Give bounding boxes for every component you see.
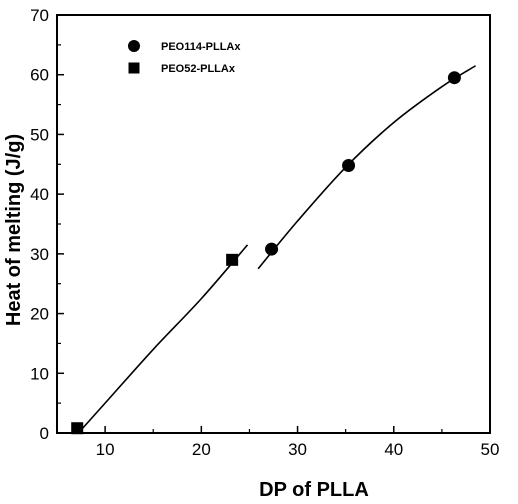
y-tick-label: 0: [40, 424, 49, 443]
points-layer: [71, 71, 461, 435]
legend-label: PEO52-PLLAx: [161, 63, 236, 75]
x-tick-label: 50: [481, 440, 500, 459]
y-tick-label: 10: [30, 364, 49, 383]
x-tick-label: 40: [384, 440, 403, 459]
legend: PEO114-PLLAx PEO52-PLLAx: [128, 40, 241, 75]
x-tick-label: 30: [288, 440, 307, 459]
data-point-circle: [447, 71, 461, 85]
x-tick-label: 10: [96, 440, 115, 459]
data-point-circle: [342, 158, 356, 172]
legend-marker-circle: [128, 40, 140, 52]
y-tick-label: 30: [30, 245, 49, 264]
y-tick-label: 20: [30, 305, 49, 324]
y-axis-title: Heat of melting (J/g): [3, 134, 25, 326]
data-point-circle: [265, 242, 279, 256]
fit-curve-layer: [80, 65, 476, 431]
x-axis-title: DP of PLLA: [259, 479, 369, 501]
y-tick-label: 60: [30, 66, 49, 85]
fit-curve-lower: [80, 244, 249, 431]
legend-label: PEO114-PLLAx: [161, 41, 241, 53]
x-tick-label: 20: [192, 440, 211, 459]
ticks-layer: 10 20 30 40 50 0 10 20 30 40 50 60 70: [30, 6, 499, 459]
plot-frame: [56, 14, 491, 434]
y-tick-label: 70: [30, 6, 49, 25]
y-tick-label: 40: [30, 185, 49, 204]
fit-curve-upper: [257, 65, 476, 270]
plot-area-border: [56, 14, 491, 434]
legend-marker-square: [128, 62, 140, 74]
data-point-square: [71, 422, 84, 435]
data-point-square: [226, 253, 239, 266]
y-tick-label: 50: [30, 125, 49, 144]
